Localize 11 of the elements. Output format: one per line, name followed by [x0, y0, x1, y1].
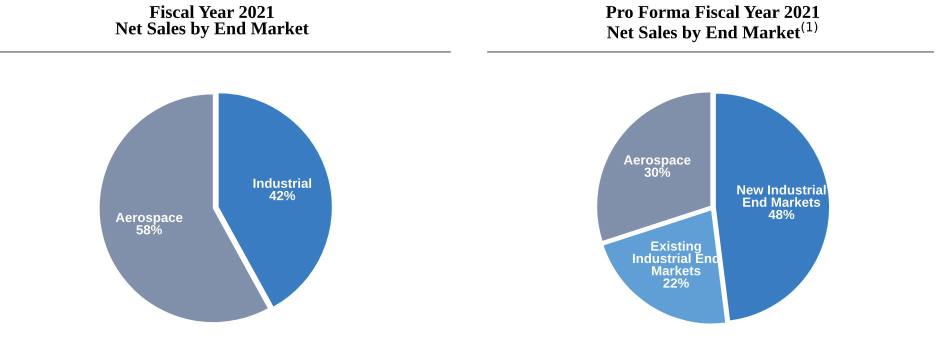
chart-title: Fiscal Year 2021 Net Sales by End Market [116, 5, 309, 38]
slice-label: Aerospace [116, 212, 182, 225]
data-label: 48% [768, 210, 794, 220]
chart-title: Pro Forma Fiscal Year 2021 Net Sales by End Market$^{(1)}$ [606, 5, 820, 42]
data-label: 58% [136, 225, 162, 234]
slice-label: Industrial [254, 178, 312, 188]
data-label: 22% [663, 278, 689, 288]
slice-label: Aerospace [624, 155, 691, 168]
data-label: 42% [269, 190, 296, 200]
data-label: 30% [644, 168, 670, 177]
slice-label: New Industrial End Markets [737, 184, 826, 207]
